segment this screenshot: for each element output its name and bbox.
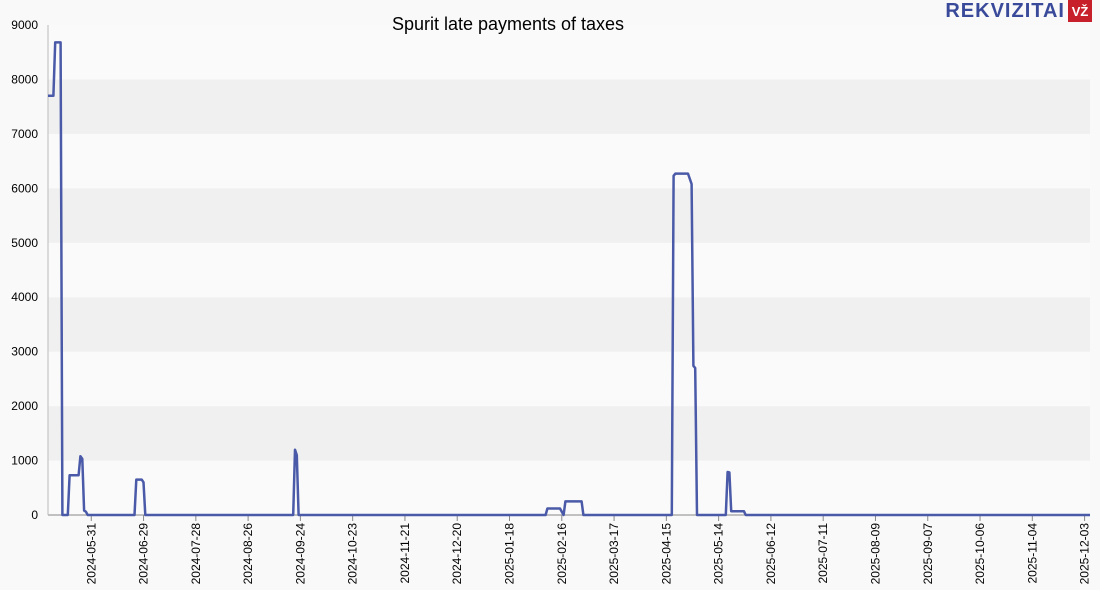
y-tick-label: 6000: [11, 181, 38, 195]
x-tick-label: 2024-05-31: [84, 523, 98, 585]
x-tick-label: 2024-11-21: [398, 523, 412, 584]
grid-band: [48, 188, 1090, 243]
grid-band: [48, 133, 1090, 189]
x-tick-label: 2025-05-14: [712, 523, 726, 585]
y-tick-label: 2000: [11, 399, 38, 413]
series-line: [48, 41, 1090, 517]
x-tick-label: 2025-09-07: [921, 523, 935, 585]
x-tick-label: 2024-12-20: [450, 523, 464, 585]
chart-title: Spurit late payments of taxes: [392, 14, 624, 34]
x-tick-label: 2025-08-09: [868, 523, 882, 585]
grid-band: [48, 460, 1090, 515]
x-tick-label: 2025-04-15: [659, 523, 673, 585]
grid-band: [48, 25, 1090, 80]
grid-band: [48, 79, 1090, 134]
grid-band: [48, 406, 1090, 461]
x-tick-label: 2025-01-18: [503, 523, 517, 585]
x-axis-ticks: 2024-05-31 2024-06-29 2024-07-28 2024-08-26…: [84, 515, 1092, 585]
x-tick-label: 2025-02-16: [555, 523, 569, 585]
y-tick-label: 9000: [11, 18, 38, 32]
x-tick-label: 2024-10-23: [346, 523, 360, 585]
grid-band: [48, 242, 1090, 298]
x-tick-label: 2024-07-28: [189, 523, 203, 585]
x-tick-label: 2025-06-12: [764, 523, 778, 585]
brand-logo[interactable]: REKVIZITAI VŽ: [945, 0, 1092, 22]
x-tick-label: 2025-11-04: [1025, 523, 1039, 584]
y-tick-label: 5000: [11, 236, 38, 250]
x-tick-label: 2024-08-26: [241, 523, 255, 585]
x-tick-label: 2024-09-24: [293, 523, 307, 585]
y-tick-label: 3000: [11, 345, 38, 359]
y-tick-label: 1000: [11, 454, 38, 468]
x-tick-label: 2025-10-06: [973, 523, 987, 585]
y-tick-label: 8000: [11, 72, 38, 86]
logo-badge: VŽ: [1068, 0, 1092, 22]
x-tick-label: 2024-06-29: [137, 523, 151, 585]
y-tick-label: 7000: [11, 127, 38, 141]
y-tick-label: 4000: [11, 290, 38, 304]
x-tick-label: 2025-12-03: [1078, 523, 1092, 585]
grid-band: [48, 351, 1090, 407]
y-tick-label: 0: [31, 508, 38, 522]
grid-bands: [48, 25, 1090, 515]
grid-band: [48, 297, 1090, 352]
x-tick-label: 2025-07-11: [816, 523, 830, 584]
y-axis-ticks: 0 1000 2000 3000 4000 5000 6000 7000 8000 9000: [11, 18, 38, 522]
logo-text: REKVIZITAI: [945, 0, 1065, 22]
x-tick-label: 2025-03-17: [607, 523, 621, 585]
